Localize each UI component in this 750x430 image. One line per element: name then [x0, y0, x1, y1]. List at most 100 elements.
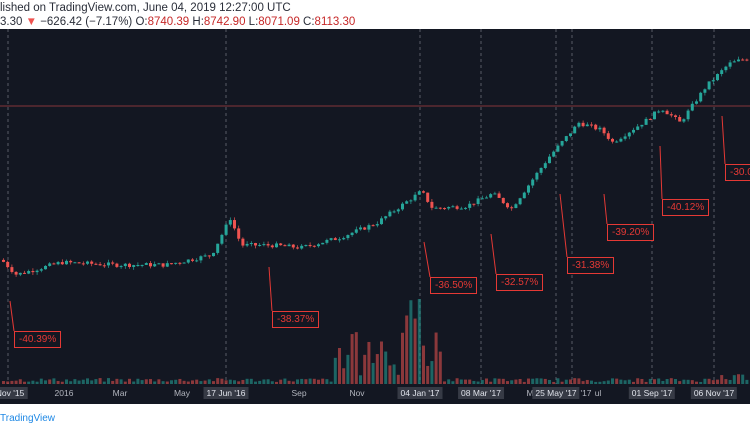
volume-bar — [611, 378, 614, 384]
volume-bar — [489, 381, 493, 384]
candle — [48, 263, 52, 266]
drawdown-label: -36.50% — [430, 277, 478, 294]
volume-bar — [65, 379, 68, 384]
candle — [170, 263, 173, 265]
volume-bar — [283, 378, 287, 384]
candle — [535, 172, 539, 180]
time-tick: Mar — [112, 388, 128, 398]
candle — [627, 132, 631, 137]
volume-bar — [707, 378, 711, 384]
candle — [653, 111, 656, 120]
candle — [308, 245, 312, 247]
drawdown-connector — [659, 145, 663, 200]
open-value: 8740.39 — [147, 16, 190, 28]
volume-bar — [228, 379, 232, 384]
volume-bar — [535, 378, 539, 384]
volume-bar — [543, 378, 547, 384]
candle — [497, 193, 501, 198]
candle — [321, 242, 325, 245]
drawdown-connector — [603, 193, 608, 225]
volume-bar — [81, 379, 85, 384]
candle — [422, 191, 425, 193]
candle — [123, 263, 127, 267]
volume-bar — [636, 378, 640, 384]
volume-bar — [275, 381, 278, 384]
candle — [632, 129, 635, 133]
candle — [291, 244, 295, 248]
candle — [459, 208, 463, 210]
volume-bar — [296, 379, 299, 384]
candle — [644, 118, 648, 125]
candle — [90, 261, 94, 264]
drawdown-connector — [9, 300, 15, 332]
candle — [674, 115, 677, 117]
volume-bar — [388, 365, 392, 384]
candle — [510, 207, 514, 209]
candle — [153, 264, 157, 267]
candle — [707, 81, 711, 90]
drawdown-label: -38.37% — [272, 311, 320, 328]
candle — [695, 101, 698, 104]
candle — [367, 225, 371, 230]
volume-bar — [111, 380, 115, 384]
volume-bar — [434, 332, 438, 384]
candle — [262, 244, 266, 246]
candle — [237, 228, 241, 239]
volume-bar — [497, 378, 501, 384]
volume-bar — [191, 380, 194, 384]
volume-bar — [132, 381, 136, 384]
candle — [514, 204, 518, 209]
volume-bar — [56, 381, 60, 384]
volume-bar — [606, 380, 610, 384]
candle — [98, 264, 102, 266]
candle — [102, 265, 106, 267]
time-tick: M — [526, 388, 534, 398]
volume-bar — [321, 378, 325, 384]
candle — [619, 138, 623, 142]
drawdown-connector — [721, 115, 726, 165]
volume-bar — [363, 354, 367, 384]
price-chart[interactable] — [0, 29, 750, 384]
volume-bar — [455, 378, 459, 384]
volume-bar — [23, 381, 26, 384]
candle — [245, 243, 249, 246]
volume-bar — [153, 381, 157, 384]
volume-bar — [443, 381, 446, 384]
candle — [741, 59, 745, 61]
candle — [476, 198, 480, 205]
volume-bar — [203, 380, 207, 384]
volume-bar — [741, 374, 745, 384]
candle — [716, 74, 719, 81]
time-tick: 08 Mar '17 — [458, 387, 504, 399]
candle — [531, 179, 535, 186]
volume-bar — [426, 365, 430, 384]
candle — [606, 133, 610, 139]
candle — [199, 256, 203, 261]
volume-bar — [564, 379, 568, 384]
volume-bar — [623, 380, 627, 384]
volume-bar — [510, 380, 514, 384]
open-label: O: — [135, 16, 148, 28]
candle — [312, 245, 316, 247]
volume-bar — [102, 381, 106, 384]
time-tick: 06 Nov '17 — [690, 387, 738, 399]
candle — [270, 245, 274, 248]
candle — [136, 264, 140, 266]
candle — [560, 141, 564, 146]
volume-bar — [627, 379, 631, 384]
candle — [409, 200, 413, 202]
time-axis[interactable]: Nov '15 2016 Mar May 17 Jun '16 Sep Nov … — [0, 384, 750, 404]
volume-bar — [745, 379, 749, 384]
candle — [543, 163, 547, 168]
volume-bar — [472, 380, 476, 384]
candle — [216, 243, 220, 253]
time-tick: 04 Jan '17 — [397, 387, 443, 399]
candle — [354, 229, 358, 233]
close-value: 8113.30 — [314, 16, 356, 28]
candle — [522, 192, 526, 199]
tradingview-link[interactable]: TradingView — [0, 413, 56, 424]
candle — [27, 271, 31, 274]
candle — [77, 262, 81, 264]
candle — [417, 191, 421, 195]
volume-bar — [375, 354, 379, 384]
